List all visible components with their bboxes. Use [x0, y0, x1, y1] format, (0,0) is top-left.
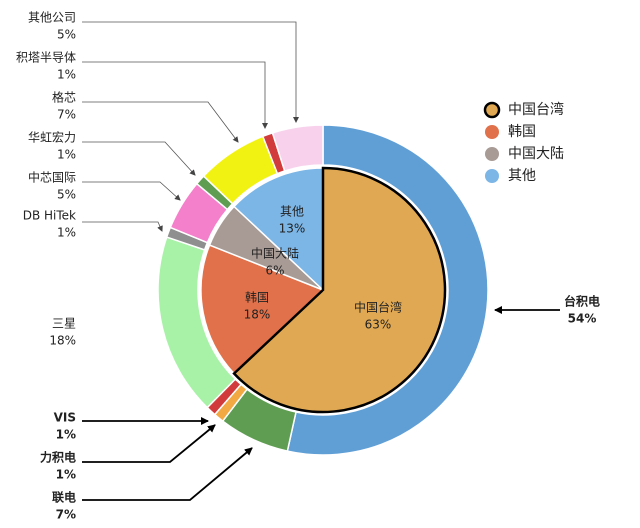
inner-label: 韩国 [245, 290, 269, 305]
outer-value-label: 54% [568, 312, 597, 326]
legend-label: 韩国 [508, 124, 536, 140]
legend-swatch [485, 147, 499, 161]
inner-value-label: 63% [365, 318, 392, 332]
outer-label: DB HiTek [23, 209, 76, 223]
legend-label: 中国台湾 [508, 101, 564, 118]
outer-value-label: 1% [56, 468, 76, 482]
outer-value-label: 7% [56, 508, 76, 522]
legend-label: 其他 [508, 168, 536, 184]
outer-value-label: 1% [57, 148, 76, 162]
leader-line [82, 447, 253, 501]
inner-value-label: 13% [279, 222, 306, 236]
outer-label: 其他公司 [28, 11, 76, 25]
outer-value-label: 5% [57, 28, 76, 42]
outer-value-label: 1% [56, 428, 76, 442]
outer-value-label: 5% [57, 188, 76, 202]
outer-wedge [286, 124, 489, 456]
leader-line [82, 424, 216, 463]
outer-wedge [271, 124, 324, 172]
leader-line [82, 141, 196, 176]
legend-swatch [485, 125, 499, 139]
outer-value-label: 1% [57, 226, 76, 240]
outer-label: 中芯国际 [28, 170, 76, 185]
inner-label: 其他 [280, 205, 304, 219]
legend-swatch [485, 169, 499, 183]
outer-label: 联电 [52, 490, 76, 505]
inner-value-label: 18% [244, 308, 271, 322]
outer-value-label: 18% [49, 334, 76, 348]
inner-wedge [233, 167, 324, 292]
outer-label: 格芯 [52, 90, 76, 105]
outer-label: 华虹宏力 [28, 130, 76, 145]
legend-swatch [483, 101, 501, 119]
outer-label: 力积电 [40, 450, 76, 465]
leader-line [82, 61, 268, 129]
outer-label: VIS [54, 411, 76, 425]
inner-wedge [200, 244, 325, 375]
inner-value-label: 6% [265, 264, 284, 278]
inner-label: 中国大陆 [251, 246, 299, 261]
outer-value-label: 7% [57, 108, 76, 122]
highlight-outline [232, 166, 447, 414]
leader-line [82, 101, 239, 143]
inner-label: 中国台湾 [354, 300, 402, 315]
legend-label: 中国大陆 [508, 146, 564, 162]
leader-line [82, 21, 299, 123]
outer-label: 台积电 [564, 294, 600, 309]
outer-value-label: 1% [57, 68, 76, 82]
outer-label: 三星 [52, 317, 76, 331]
leader-line [82, 221, 163, 232]
leader-line [82, 181, 181, 201]
outer-label: 积塔半导体 [16, 51, 76, 65]
